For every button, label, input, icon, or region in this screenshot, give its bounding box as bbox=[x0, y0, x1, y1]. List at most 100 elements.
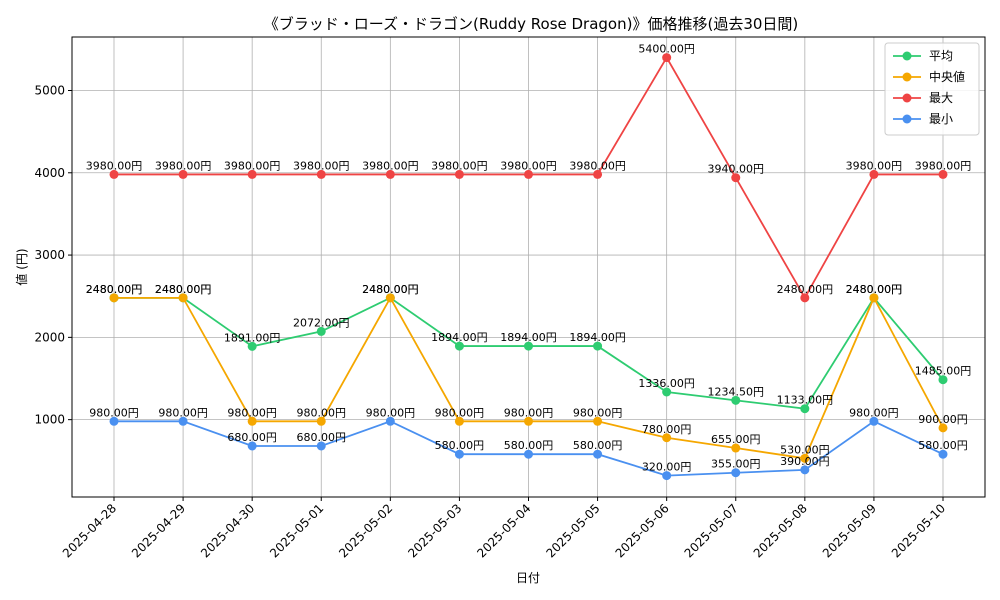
data-label: 580.00円 bbox=[504, 439, 554, 452]
x-tick-label: 2025-04-29 bbox=[129, 501, 188, 560]
y-tick-label: 1000 bbox=[34, 413, 65, 427]
data-point bbox=[316, 441, 326, 451]
data-point bbox=[385, 169, 395, 179]
data-label: 3980.00円 bbox=[155, 159, 212, 172]
data-label: 980.00円 bbox=[297, 406, 347, 419]
data-label: 1485.00円 bbox=[915, 365, 972, 378]
data-label: 2480.00円 bbox=[86, 283, 143, 296]
data-label: 2480.00円 bbox=[362, 283, 419, 296]
data-point bbox=[800, 404, 810, 414]
data-label: 3980.00円 bbox=[86, 159, 143, 172]
data-point bbox=[247, 441, 257, 451]
data-point bbox=[593, 416, 603, 426]
data-point bbox=[247, 416, 257, 426]
data-point bbox=[662, 433, 672, 443]
data-point bbox=[316, 169, 326, 179]
data-label: 3980.00円 bbox=[846, 159, 903, 172]
data-label: 980.00円 bbox=[366, 406, 416, 419]
legend-label: 平均 bbox=[929, 49, 953, 63]
data-point bbox=[178, 293, 188, 303]
data-point bbox=[593, 169, 603, 179]
data-label: 2480.00円 bbox=[155, 283, 212, 296]
data-label: 2480.00円 bbox=[155, 283, 212, 296]
data-label: 655.00円 bbox=[711, 433, 761, 446]
data-point bbox=[454, 341, 464, 351]
data-point bbox=[109, 293, 119, 303]
data-point bbox=[454, 416, 464, 426]
data-label: 780.00円 bbox=[642, 423, 692, 436]
y-axis-ticks: 1000 2000 3000 4000 5000 bbox=[34, 83, 72, 427]
data-label: 900.00円 bbox=[918, 413, 968, 426]
data-point bbox=[593, 341, 603, 351]
data-point bbox=[385, 416, 395, 426]
data-point bbox=[524, 169, 533, 179]
data-label: 3980.00円 bbox=[500, 159, 557, 172]
legend-label: 最小 bbox=[929, 112, 953, 126]
data-label: 320.00円 bbox=[642, 461, 692, 474]
data-label: 2480.00円 bbox=[846, 283, 903, 296]
data-label: 390.00円 bbox=[780, 455, 830, 468]
legend-swatch-marker bbox=[902, 93, 912, 103]
data-point bbox=[524, 449, 533, 459]
x-tick-label: 2025-05-04 bbox=[474, 501, 533, 560]
series-layer bbox=[109, 53, 948, 481]
data-point bbox=[454, 169, 464, 179]
data-point bbox=[731, 468, 741, 478]
data-point bbox=[178, 416, 188, 426]
data-point bbox=[938, 375, 948, 385]
data-label: 1336.00円 bbox=[638, 377, 695, 390]
data-point bbox=[731, 173, 741, 183]
data-label: 3980.00円 bbox=[224, 159, 281, 172]
data-point bbox=[800, 465, 810, 475]
legend-swatch-marker bbox=[902, 51, 912, 61]
data-label: 1894.00円 bbox=[500, 331, 557, 344]
x-tick-label: 2025-04-30 bbox=[198, 501, 257, 560]
legend-box bbox=[884, 42, 980, 136]
data-label: 3980.00円 bbox=[915, 159, 972, 172]
data-label: 1234.50円 bbox=[708, 385, 765, 398]
data-point bbox=[938, 449, 948, 459]
data-point bbox=[731, 443, 741, 453]
data-label: 1894.00円 bbox=[431, 331, 488, 344]
x-tick-label: 2025-05-03 bbox=[405, 501, 464, 560]
data-label: 2072.00円 bbox=[293, 316, 350, 329]
y-tick-label: 4000 bbox=[34, 166, 65, 180]
data-point bbox=[662, 53, 672, 63]
data-point bbox=[109, 416, 119, 426]
data-label: 1891.00円 bbox=[224, 331, 281, 344]
x-tick-label: 2025-05-06 bbox=[613, 501, 672, 560]
data-point bbox=[178, 169, 188, 179]
legend-label: 中央値 bbox=[929, 69, 965, 84]
y-axis-label: 値 (円) bbox=[14, 248, 29, 285]
data-point bbox=[593, 449, 603, 459]
data-label: 530.00円 bbox=[780, 443, 830, 456]
data-label: 3980.00円 bbox=[569, 159, 626, 172]
data-point bbox=[662, 471, 672, 481]
data-label: 680.00円 bbox=[227, 431, 277, 444]
data-label: 5400.00円 bbox=[638, 43, 695, 56]
data-point bbox=[938, 423, 948, 433]
data-point bbox=[109, 169, 119, 179]
chart-title: 《ブラッド・ローズ・ドラゴン(Ruddy Rose Dragon)》価格推移(過… bbox=[264, 15, 799, 33]
data-label: 980.00円 bbox=[435, 406, 485, 419]
x-tick-label: 2025-05-08 bbox=[751, 501, 810, 560]
y-tick-label: 2000 bbox=[34, 330, 65, 344]
x-tick-label: 2025-05-07 bbox=[682, 501, 741, 560]
legend-swatch-marker bbox=[902, 114, 912, 124]
data-labels: 2480.00円 2480.00円 1891.00円 2072.00円 2480.00円… bbox=[86, 43, 972, 474]
data-label: 680.00円 bbox=[297, 431, 347, 444]
y-tick-label: 3000 bbox=[34, 248, 65, 262]
data-label: 980.00円 bbox=[573, 406, 623, 419]
data-point bbox=[247, 341, 257, 351]
data-label: 580.00円 bbox=[435, 439, 485, 452]
data-label: 1133.00円 bbox=[777, 394, 834, 407]
data-point bbox=[316, 416, 326, 426]
data-label: 3980.00円 bbox=[431, 159, 488, 172]
data-point bbox=[247, 169, 257, 179]
data-point bbox=[731, 395, 741, 405]
legend-label: 最大 bbox=[929, 91, 953, 105]
data-point bbox=[800, 293, 810, 303]
data-label: 580.00円 bbox=[573, 439, 623, 452]
